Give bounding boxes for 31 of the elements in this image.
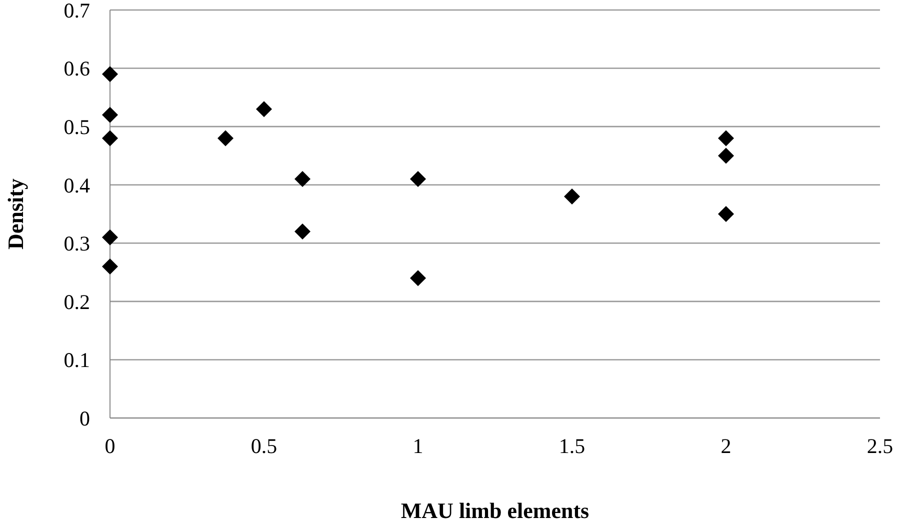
x-tick-label: 2 (720, 434, 732, 458)
x-tick-label: 0.5 (250, 434, 278, 458)
x-tick-label: 1.5 (558, 434, 586, 458)
point (102, 66, 118, 82)
y-tick-label: 0.5 (64, 115, 90, 140)
x-tick-label: 1 (412, 434, 424, 458)
y-tick-label: 0.2 (64, 290, 90, 314)
point (410, 171, 426, 188)
x-tick-label: 0 (104, 434, 116, 458)
point (718, 206, 734, 222)
y-tick-label: 0.1 (64, 348, 90, 372)
y-axis-title: Density (2, 178, 28, 250)
point (294, 171, 310, 188)
point (102, 106, 118, 123)
y-tick-label: 0.3 (64, 232, 90, 256)
point (718, 148, 734, 164)
point (102, 130, 118, 146)
point (256, 101, 272, 118)
point (294, 223, 310, 240)
point (102, 229, 118, 246)
y-tick-label: 0.7 (64, 0, 90, 22)
point (102, 258, 118, 274)
x-axis-title: MAU limb elements (400, 498, 590, 523)
x-tick-label: 2.5 (866, 434, 894, 458)
point (564, 188, 580, 205)
y-tick-label: 0.6 (64, 56, 90, 81)
point (718, 130, 734, 146)
point (410, 270, 426, 286)
y-tick-label: 0 (80, 406, 90, 430)
point (218, 130, 234, 146)
y-tick-label: 0.4 (64, 173, 90, 198)
